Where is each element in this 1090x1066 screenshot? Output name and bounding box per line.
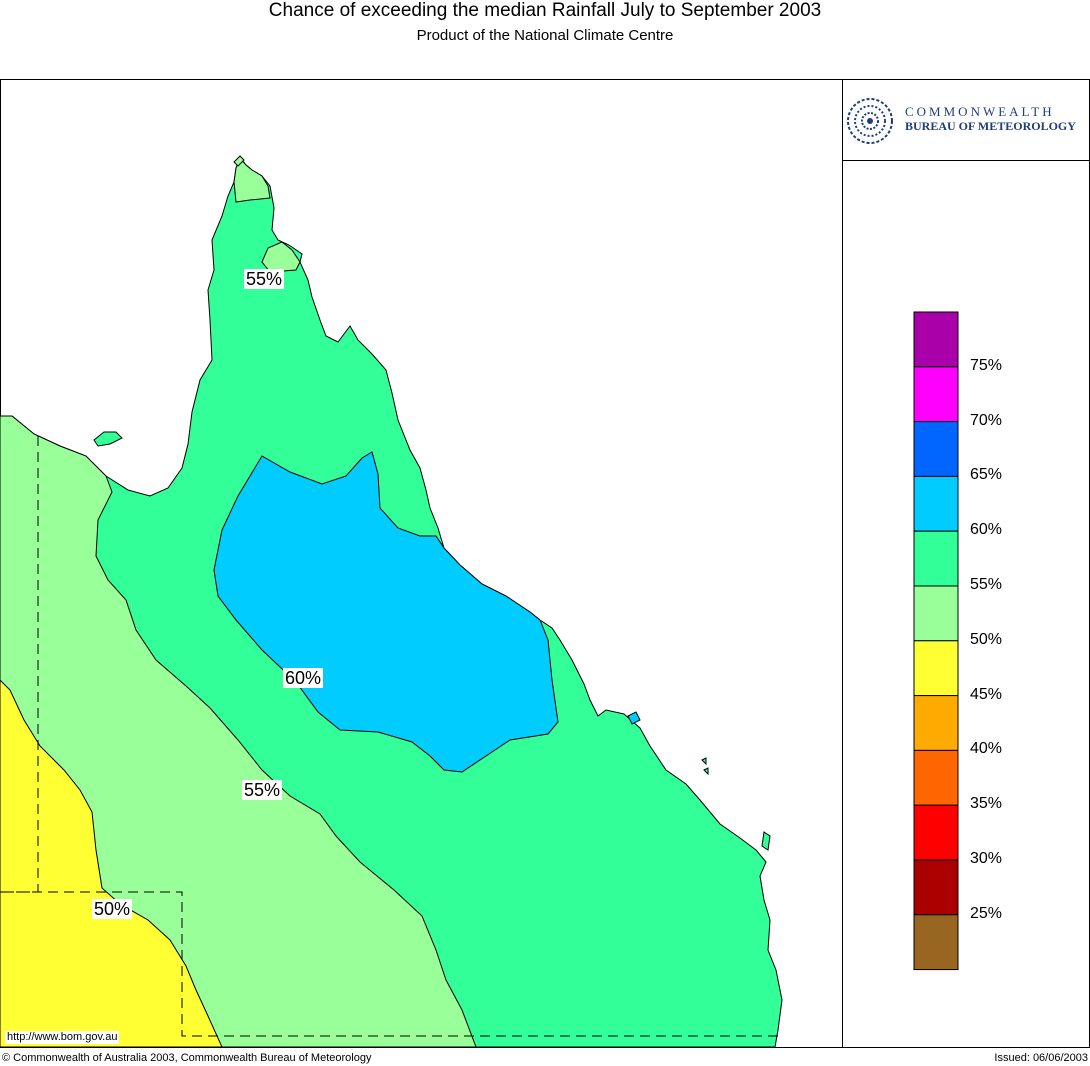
map-figure [0, 79, 1090, 1048]
legend-label: 30% [970, 850, 1003, 867]
legend-swatch [913, 585, 959, 642]
zone-45-50 [0, 679, 223, 1048]
contour-label-55-south: 55% [242, 780, 283, 800]
map-title: Chance of exceeding the median Rainfall … [268, 0, 822, 21]
legend-swatches [913, 311, 959, 971]
legend-swatch [913, 421, 959, 477]
zone-50-55-cape [233, 157, 271, 203]
legend-label: 25% [970, 904, 1003, 922]
legend-label: 70% [970, 411, 1003, 429]
legend-label: 35% [970, 795, 1003, 813]
legend-label: 55% [970, 576, 1003, 593]
island [761, 831, 771, 851]
legend-label: 40% [970, 740, 1003, 758]
logo-line-1: COMMONWEALTH [905, 104, 1055, 119]
zone-50-55-west [0, 415, 477, 1048]
legend-swatch [913, 859, 959, 916]
url-label: http://www.bom.gov.au [5, 1031, 120, 1044]
legend-label: 45% [970, 685, 1003, 703]
legend-label: 50% [970, 630, 1003, 648]
issued-date: Issued: 06/06/2003 [994, 1052, 1088, 1064]
contour-label-60: 60% [283, 668, 324, 688]
legend-label: 75% [970, 356, 1003, 374]
copyright-text: © Commonwealth of Australia 2003, Common… [2, 1052, 372, 1064]
legend-swatch [913, 475, 959, 532]
contour-label-50: 50% [92, 899, 133, 919]
legend-swatch [913, 530, 959, 587]
legend-swatch [913, 366, 959, 423]
island [233, 155, 245, 167]
island [703, 767, 709, 776]
zone-60-65 [213, 451, 559, 773]
legend-swatch [913, 914, 959, 971]
bom-swirl-icon [847, 98, 893, 144]
contour-label-55-north: 55% [244, 269, 285, 289]
island [701, 757, 707, 766]
legend-swatch [913, 640, 959, 697]
logo-line-2: BUREAU OF METEOROLOGY [905, 119, 1076, 133]
island [627, 711, 641, 725]
island [93, 431, 123, 447]
legend-swatch [913, 695, 959, 751]
legend-label: 65% [970, 466, 1003, 484]
legend-swatch [913, 749, 959, 806]
legend-swatch [913, 311, 959, 368]
state-border [0, 436, 778, 1037]
legend-label: 60% [970, 521, 1003, 539]
map-subtitle: Product of the National Climate Centre [416, 27, 674, 44]
legend-swatch [913, 804, 959, 861]
